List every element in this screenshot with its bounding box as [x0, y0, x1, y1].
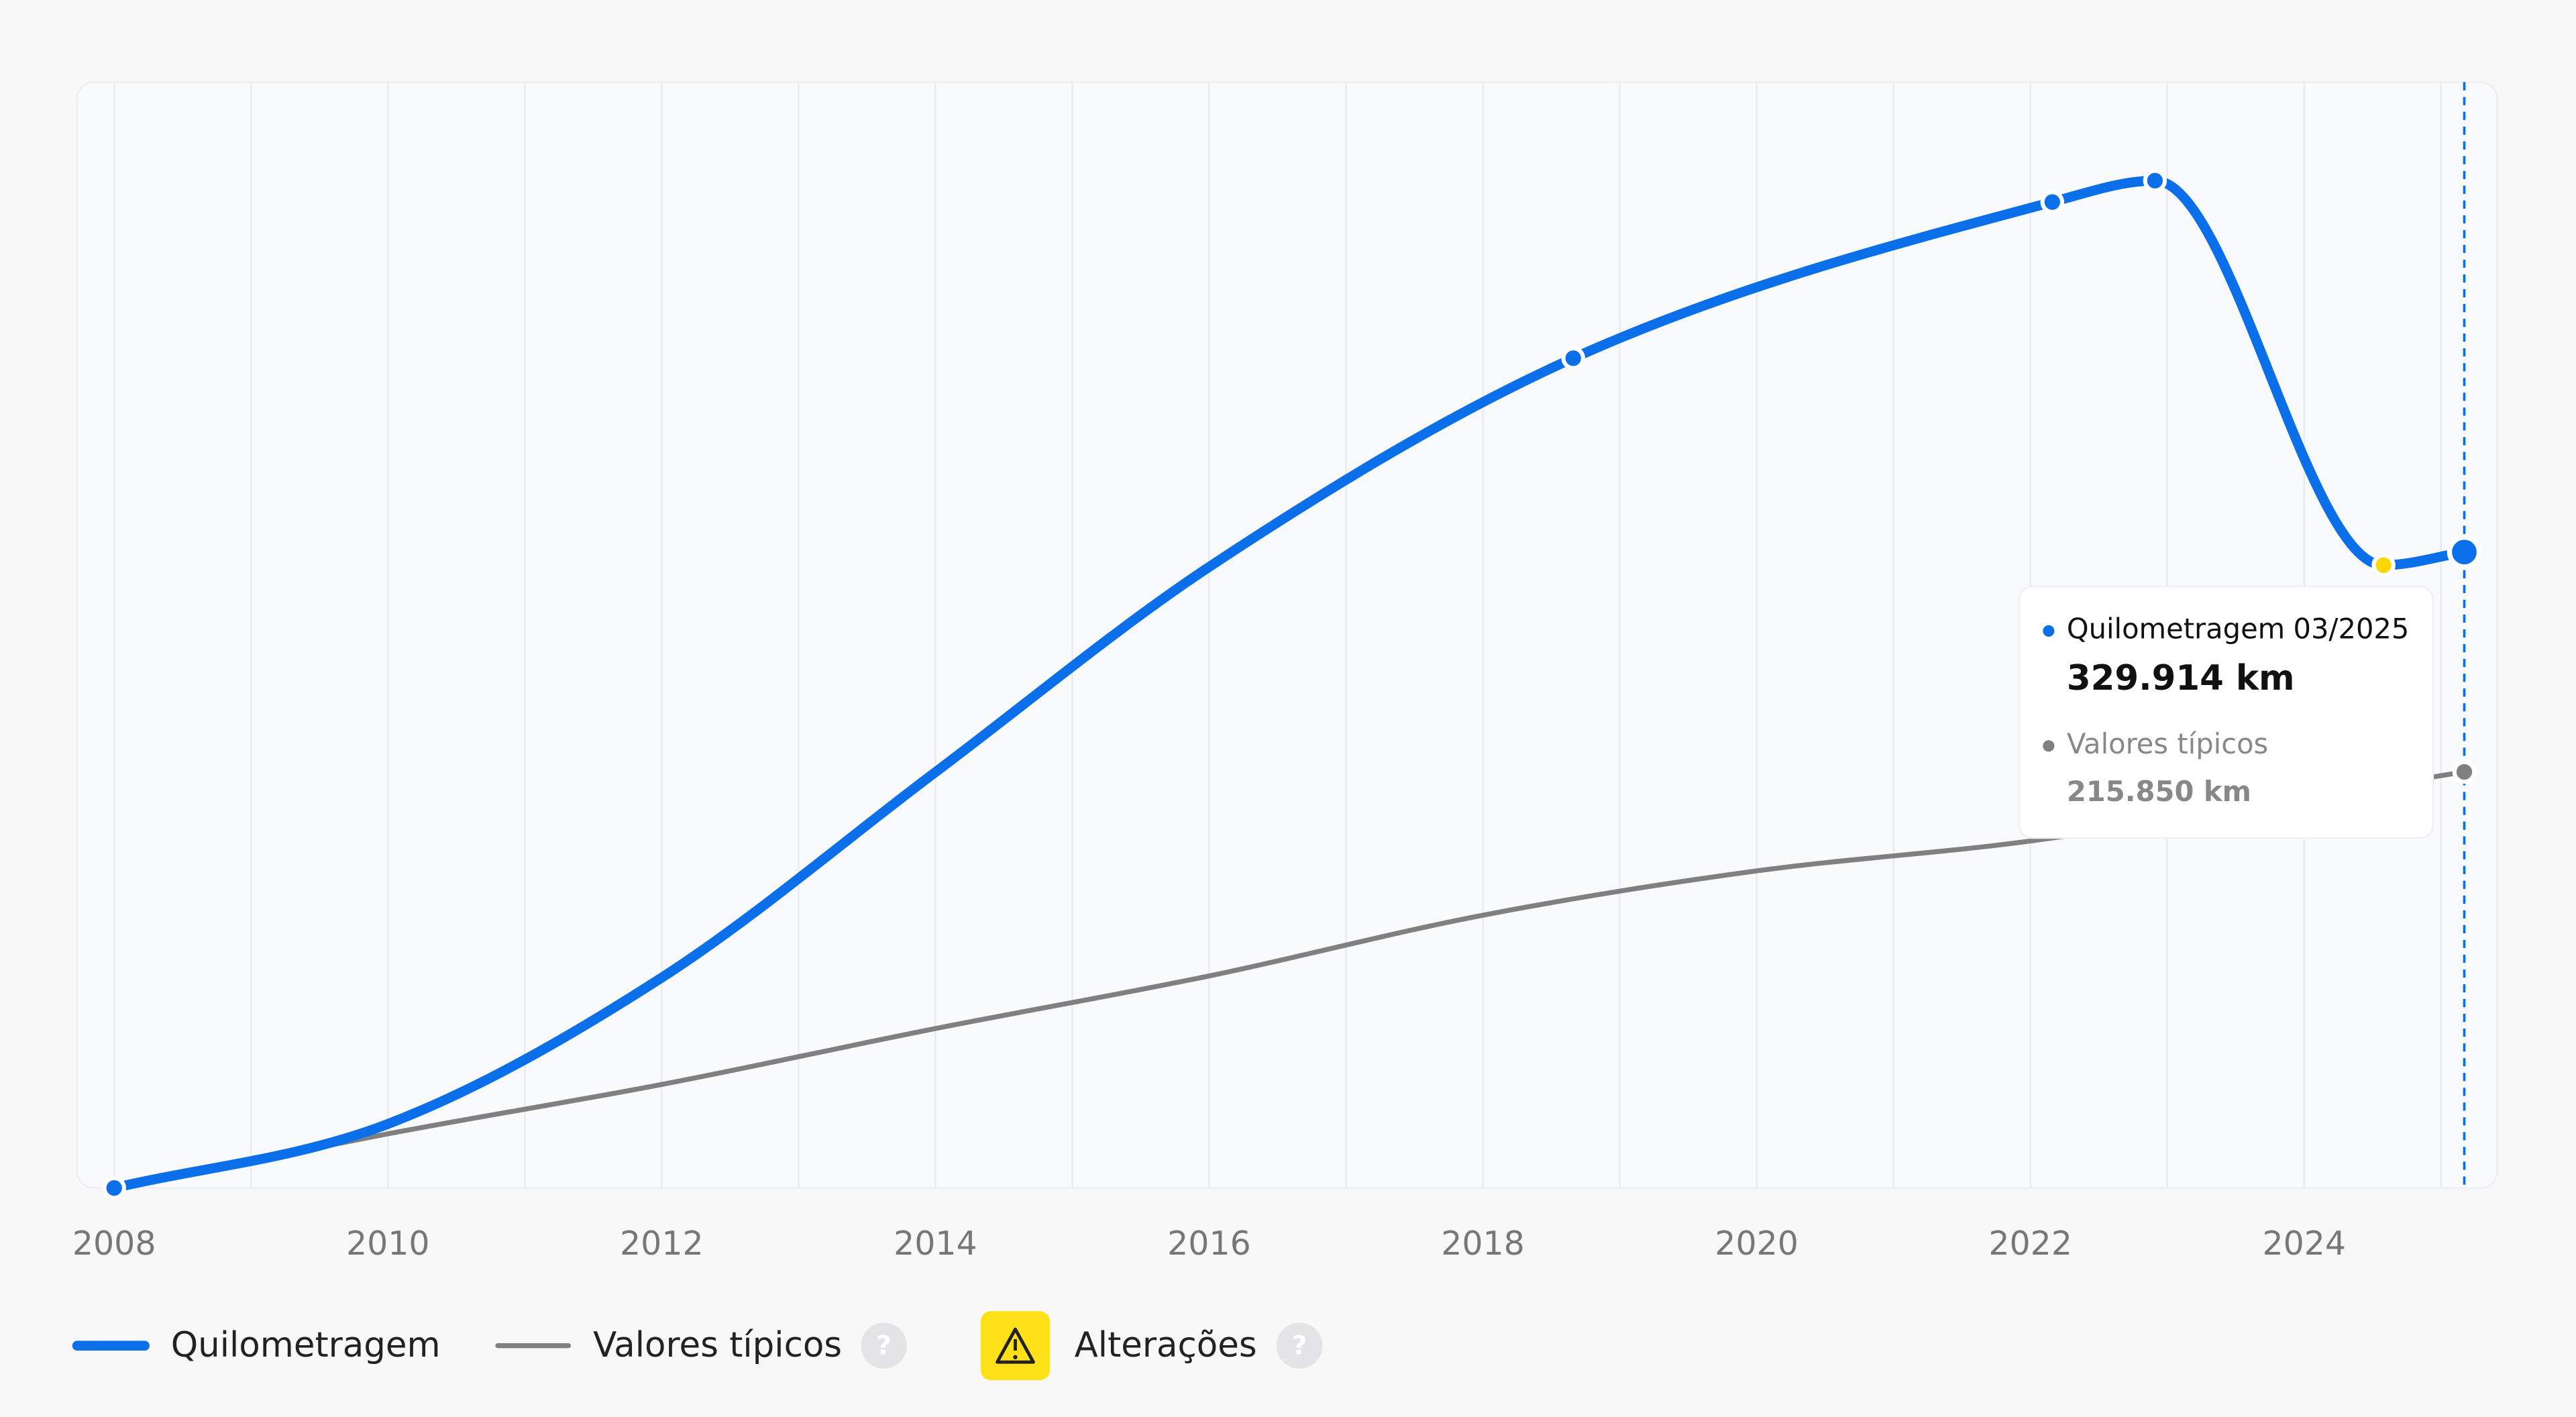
help-icon[interactable] — [861, 1322, 907, 1369]
tooltip-value: 329.914 km — [2067, 658, 2295, 698]
legend-label: Alterações — [1075, 1325, 1257, 1365]
tooltip-series: Valores típicos — [2067, 727, 2268, 760]
help-icon-glyph: ? — [1292, 1331, 1307, 1361]
point-marker — [102, 1175, 126, 1200]
tooltip-bullet — [2043, 740, 2055, 752]
tooltip-title: Quilometragem 03/2025 — [2067, 612, 2410, 645]
help-icon[interactable] — [1276, 1322, 1323, 1369]
plot-layer: 2008 2010 2012 2014 2016 2018 2020 2022 2024 Quil… — [72, 82, 2482, 1263]
tooltip-box — [2018, 586, 2434, 839]
alert-glyph — [996, 1327, 1035, 1364]
tooltip-series: Quilometragem — [2067, 612, 2285, 645]
legend-label: Quilometragem — [171, 1325, 441, 1365]
x-tick-label: 2020 — [1715, 1224, 1799, 1263]
x-tick-label: 2024 — [2262, 1224, 2346, 1263]
tooltip-date: 03/2025 — [2293, 612, 2409, 645]
x-tick-label: 2018 — [1441, 1224, 1525, 1263]
point-marker — [2143, 168, 2167, 193]
tooltip: Quilometragem 03/2025 329.914 km Valores tí… — [2018, 586, 2434, 839]
plot-area — [76, 81, 2498, 1189]
x-tick-label: 2022 — [1988, 1224, 2072, 1263]
x-tick-label: 2010 — [346, 1224, 430, 1263]
point-marker — [1561, 346, 1585, 370]
x-tick-label: 2016 — [1167, 1224, 1251, 1263]
point-marker — [2452, 759, 2477, 784]
x-tick-label: 2012 — [620, 1224, 704, 1263]
tooltip-value: 215.850 km — [2067, 775, 2251, 808]
point-marker — [2371, 553, 2396, 578]
help-icon-glyph: ? — [876, 1331, 892, 1361]
point-marker — [2040, 190, 2065, 214]
series-line — [111, 769, 2467, 1191]
x-tick-label: 2014 — [894, 1224, 977, 1263]
alert-glyph — [1013, 1355, 1018, 1360]
x-tick-label: 2008 — [72, 1224, 156, 1263]
series-line — [109, 175, 2469, 1193]
tooltip-bullet — [2043, 625, 2055, 637]
legend-label: Valores típicos — [593, 1325, 842, 1365]
point-marker — [2447, 535, 2482, 570]
